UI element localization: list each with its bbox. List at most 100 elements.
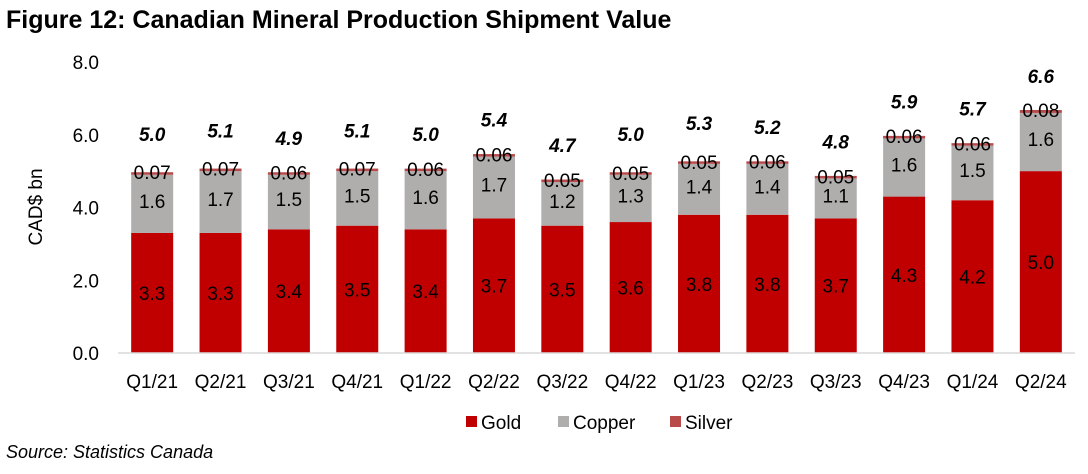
data-label-copper: 1.2	[549, 192, 575, 213]
data-label-gold: 3.5	[344, 280, 370, 301]
data-label-silver: 0.07	[339, 160, 376, 181]
bar-segment-silver	[336, 168, 379, 172]
data-label-gold: 3.4	[412, 282, 439, 303]
bar-segment-silver	[1019, 110, 1062, 113]
total-label: 5.4	[481, 111, 508, 132]
bar-segment-silver	[814, 175, 857, 179]
data-label-silver: 0.05	[817, 168, 854, 189]
total-label: 5.9	[891, 92, 918, 113]
y-tick-label: 2.0	[73, 271, 99, 292]
bar-segment-silver	[404, 168, 447, 172]
bar-segment-copper	[472, 156, 515, 219]
data-label-gold: 5.0	[1028, 253, 1054, 274]
data-label-silver: 0.07	[202, 160, 239, 181]
data-label-silver: 0.05	[612, 164, 649, 185]
bar-segment-gold	[814, 218, 857, 353]
x-tick-label: Q4/23	[878, 372, 930, 393]
x-tick-label: Q2/23	[742, 372, 794, 393]
bar-segment-copper	[951, 145, 994, 201]
y-tick-label: 4.0	[73, 199, 99, 220]
bar-segment-silver	[131, 172, 174, 175]
data-label-copper: 1.6	[139, 192, 165, 213]
bar-segment-silver	[541, 179, 584, 183]
data-label-copper: 1.5	[344, 186, 370, 207]
x-tick-label: Q2/21	[195, 372, 247, 393]
x-tick-label: Q2/22	[468, 372, 520, 393]
bar-segment-copper	[746, 163, 789, 215]
data-label-silver: 0.05	[681, 153, 718, 174]
data-label-gold: 3.7	[481, 277, 507, 298]
y-tick-label: 6.0	[73, 126, 99, 147]
data-label-silver: 0.05	[544, 171, 581, 192]
data-label-copper: 1.6	[1028, 130, 1054, 151]
source-note: Source: Statistics Canada	[6, 442, 214, 462]
bar-segment-gold	[883, 196, 926, 353]
bar-segment-gold	[199, 232, 242, 353]
x-tick-label: Q3/23	[810, 372, 862, 393]
total-label: 5.1	[344, 121, 370, 142]
y-axis-label: CAD$ bn	[26, 168, 47, 245]
bar-segment-gold	[746, 214, 789, 353]
bar-segment-copper	[267, 174, 310, 230]
data-label-copper: 1.7	[481, 175, 507, 196]
bar-segment-gold	[336, 225, 379, 353]
data-label-copper: 1.6	[412, 188, 438, 209]
legend-label-silver: Silver	[685, 413, 733, 434]
total-label: 5.0	[412, 125, 439, 146]
data-label-silver: 0.06	[749, 153, 786, 174]
y-tick-label: 8.0	[73, 53, 99, 74]
data-label-copper: 1.7	[207, 190, 233, 211]
data-label-copper: 1.5	[276, 190, 302, 211]
data-label-gold: 3.8	[686, 275, 712, 296]
bar-segment-gold	[951, 200, 994, 353]
bars: 3.3 1.6 0.07 5.0 3.3 1.7 0.07 5.1 3.4 1.5 0.06 4.9 3…	[131, 67, 1062, 353]
data-label-silver: 0.06	[407, 160, 444, 181]
bar-segment-copper	[678, 163, 721, 215]
bar-segment-copper	[336, 171, 379, 226]
bar-segment-silver	[883, 135, 926, 139]
x-tick-label: Q2/24	[1015, 372, 1067, 393]
bar-segment-gold	[267, 229, 310, 353]
data-label-gold: 3.3	[207, 284, 233, 305]
total-label: 4.9	[275, 129, 303, 150]
legend-swatch-gold	[466, 416, 477, 427]
bar-segment-copper	[609, 174, 652, 223]
data-label-silver: 0.06	[475, 145, 512, 166]
legend-label-copper: Copper	[573, 413, 636, 434]
x-tick-label: Q3/21	[263, 372, 315, 393]
total-label: 4.8	[822, 132, 850, 153]
data-label-silver: 0.07	[134, 163, 171, 184]
bar-segment-gold	[131, 232, 174, 353]
bar-segment-silver	[678, 161, 721, 164]
bar-segment-copper	[1019, 112, 1062, 172]
bar-segment-copper	[131, 174, 174, 233]
bar-segment-gold	[1019, 171, 1062, 353]
legend-label-gold: Gold	[481, 413, 521, 434]
figure-title: Figure 12: Canadian Mineral Production S…	[6, 6, 672, 34]
data-label-copper: 1.6	[891, 155, 917, 176]
x-tick-label: Q1/24	[947, 372, 999, 393]
data-label-copper: 1.4	[686, 177, 713, 198]
data-label-silver: 0.06	[270, 164, 307, 185]
x-tick-label: Q1/21	[126, 372, 178, 393]
total-label: 5.1	[207, 121, 233, 142]
bar-segment-gold	[404, 229, 447, 353]
bar-segment-gold	[609, 222, 652, 353]
legend: Gold Copper Silver	[466, 413, 733, 434]
y-axis-ticks: 0.0 2.0 4.0 6.0 8.0	[73, 53, 99, 365]
legend-swatch-silver	[670, 416, 681, 427]
data-label-gold: 3.6	[617, 279, 643, 300]
data-label-gold: 4.3	[891, 266, 917, 287]
bar-segment-copper	[541, 182, 584, 226]
data-label-copper: 1.1	[823, 186, 849, 207]
bar-segment-gold	[541, 225, 584, 353]
bar-segment-silver	[609, 172, 652, 175]
data-label-gold: 3.4	[276, 282, 303, 303]
data-label-gold: 3.3	[139, 284, 165, 305]
data-label-silver: 0.06	[954, 134, 991, 155]
data-label-silver: 0.06	[886, 127, 923, 148]
x-tick-label: Q3/22	[536, 372, 588, 393]
data-label-copper: 1.5	[959, 161, 985, 182]
bar-segment-silver	[472, 154, 515, 157]
